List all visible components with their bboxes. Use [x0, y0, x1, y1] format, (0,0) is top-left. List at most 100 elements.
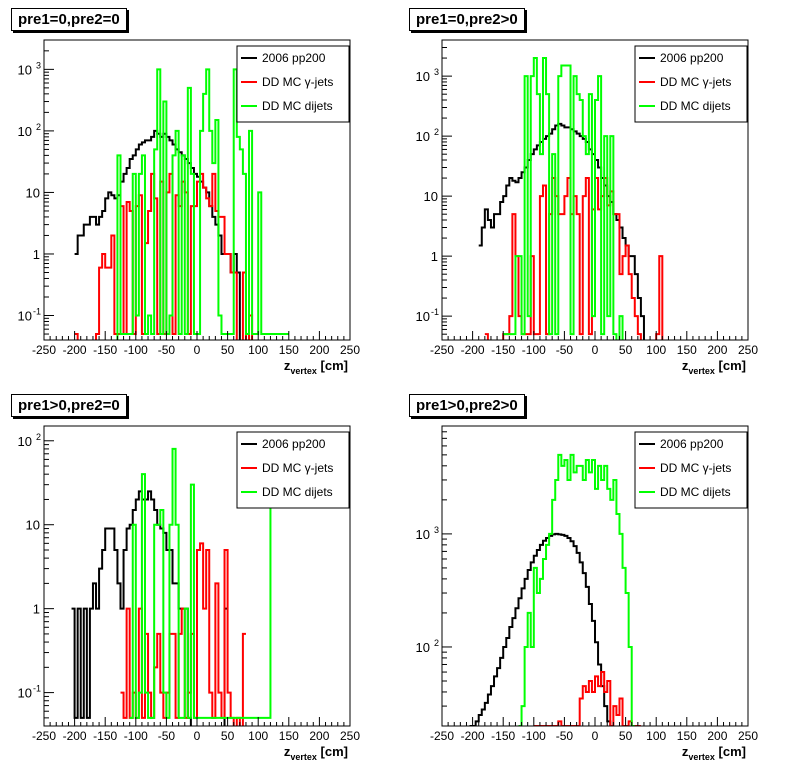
x-axis-label: zvertex [cm]	[284, 358, 348, 376]
x-tick-label: -150	[93, 343, 117, 357]
y-tick-label: 1	[33, 602, 40, 617]
series-line-1	[478, 122, 645, 340]
x-tick-label: -150	[491, 343, 515, 357]
x-tick-label: 0	[194, 729, 201, 743]
chart-panel-4: pre1>0,pre2>0 -250 -200 -150 -100 -50 0 50 100 15…	[398, 386, 796, 772]
series-line-3	[129, 447, 274, 719]
y-tick-exponent: -1	[33, 307, 41, 317]
y-tick-label: 1	[33, 247, 40, 262]
legend: 2006 pp200 DD MC γ-jets DD MC dijets	[236, 431, 350, 509]
legend-entry: DD MC dijets	[262, 99, 333, 113]
legend-entry: DD MC γ-jets	[262, 461, 333, 475]
series-line-1	[71, 490, 228, 726]
legend-entry: DD MC γ-jets	[660, 461, 731, 475]
x-tick-label: 50	[619, 729, 633, 743]
x-tick-label: -50	[158, 729, 176, 743]
legend-entry: 2006 pp200	[660, 51, 724, 65]
x-tick-label: -250	[32, 729, 56, 743]
x-tick-label: -200	[461, 729, 485, 743]
x-tick-label: -50	[556, 343, 574, 357]
y-tick-label: 10	[18, 124, 32, 139]
x-tick-label: 100	[646, 729, 666, 743]
y-tick-exponent: 3	[434, 525, 439, 535]
series-group	[74, 68, 289, 340]
legend-entry: DD MC dijets	[660, 485, 731, 499]
y-tick-label: 1	[431, 249, 438, 264]
x-tick-label: 100	[248, 729, 268, 743]
x-tick-label: 100	[248, 343, 268, 357]
x-tick-label: -200	[63, 729, 87, 743]
legend: 2006 pp200 DD MC γ-jets DD MC dijets	[634, 431, 748, 509]
x-tick-label: -200	[63, 343, 87, 357]
chart-panel-3: pre1>0,pre2=0 -250 -200 -150 -100 -50 0 50 100 15…	[0, 386, 398, 772]
y-tick-exponent: -1	[33, 684, 41, 694]
legend-entry: 2006 pp200	[660, 437, 724, 451]
x-tick-label: 150	[279, 343, 299, 357]
y-tick-label: 10	[26, 185, 40, 200]
series-group	[469, 453, 641, 726]
y-tick-label: 10	[416, 527, 430, 542]
x-tick-label: 0	[592, 729, 599, 743]
x-tick-label: -100	[522, 729, 546, 743]
x-tick-label: -50	[158, 343, 176, 357]
y-tick-exponent: 2	[434, 638, 439, 648]
x-axis-label: zvertex [cm]	[682, 358, 746, 376]
x-axis-label: zvertex [cm]	[682, 744, 746, 762]
y-tick-label: 10	[18, 434, 32, 449]
series-line-3	[503, 57, 624, 340]
y-tick-label: 10	[18, 686, 32, 701]
x-tick-label: -250	[430, 729, 454, 743]
y-tick-exponent: -1	[431, 307, 439, 317]
x-tick-label: -100	[124, 343, 148, 357]
series-group	[478, 57, 664, 340]
x-tick-label: 50	[221, 729, 235, 743]
x-tick-label: -150	[93, 729, 117, 743]
x-tick-label: -250	[32, 343, 56, 357]
x-tick-label: 150	[677, 343, 697, 357]
chart-title: pre1=0,pre2>0	[409, 8, 525, 31]
x-tick-label: -100	[124, 729, 148, 743]
chart-panel-1: pre1=0,pre2=0 -250 -200 -150 -100 -50 0 50 100 15…	[0, 0, 398, 386]
x-tick-label: 200	[309, 343, 329, 357]
y-tick-label: 10	[416, 129, 430, 144]
x-tick-label: 150	[279, 729, 299, 743]
legend-entry: DD MC dijets	[262, 485, 333, 499]
legend: 2006 pp200 DD MC γ-jets DD MC dijets	[236, 45, 350, 123]
x-tick-label: 250	[340, 729, 360, 743]
y-tick-label: 10	[18, 309, 32, 324]
y-tick-label: 10	[416, 640, 430, 655]
series-line-3	[518, 453, 635, 726]
x-tick-label: -150	[491, 729, 515, 743]
y-tick-exponent: 2	[36, 432, 41, 442]
x-tick-label: -250	[430, 343, 454, 357]
x-tick-label: 100	[646, 343, 666, 357]
x-tick-label: -200	[461, 343, 485, 357]
y-tick-exponent: 2	[434, 127, 439, 137]
y-tick-label: 10	[26, 518, 40, 533]
legend-entry: DD MC γ-jets	[262, 75, 333, 89]
legend: 2006 pp200 DD MC γ-jets DD MC dijets	[634, 45, 748, 123]
x-tick-label: 50	[221, 343, 235, 357]
legend-entry: 2006 pp200	[262, 51, 326, 65]
x-tick-label: -50	[556, 729, 574, 743]
x-tick-label: -100	[522, 343, 546, 357]
y-tick-label: 10	[416, 69, 430, 84]
chart-title: pre1>0,pre2>0	[409, 394, 525, 417]
series-group	[71, 447, 274, 726]
legend-entry: 2006 pp200	[262, 437, 326, 451]
y-tick-exponent: 2	[36, 122, 41, 132]
x-tick-label: 50	[619, 343, 633, 357]
x-tick-label: 250	[340, 343, 360, 357]
y-tick-label: 10	[424, 189, 438, 204]
chart-title: pre1=0,pre2=0	[11, 8, 127, 31]
chart-panel-2: pre1=0,pre2>0 -250 -200 -150 -100 -50 0 50 100 15…	[398, 0, 796, 386]
x-tick-label: 250	[738, 343, 758, 357]
chart-plot: -250 -200 -150 -100 -50 0 50 100 150 200 250 10 2 10 3…	[416, 425, 758, 762]
legend-entry: DD MC γ-jets	[660, 75, 731, 89]
y-tick-label: 10	[18, 62, 32, 77]
x-tick-label: 200	[707, 343, 727, 357]
x-tick-label: 200	[309, 729, 329, 743]
